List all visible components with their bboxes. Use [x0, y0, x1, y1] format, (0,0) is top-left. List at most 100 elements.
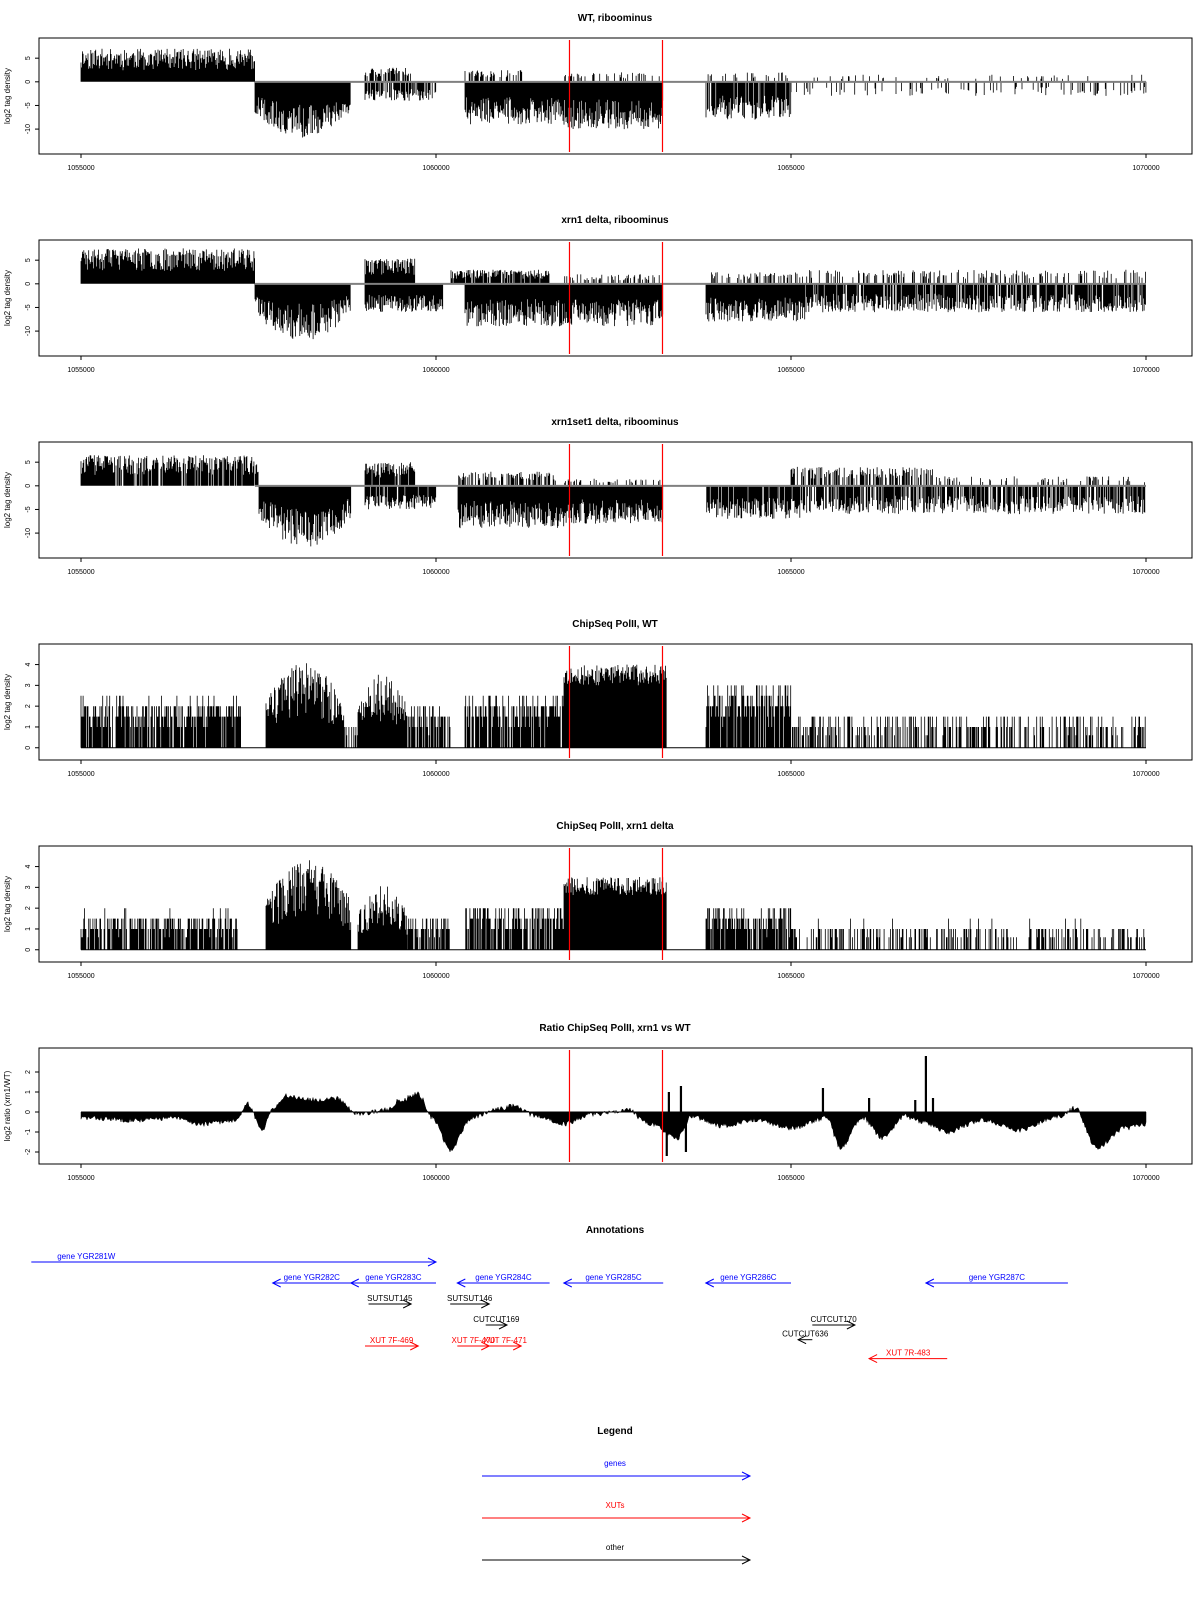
y-tick-label: -1: [25, 1129, 32, 1135]
bar-series-region-9: [792, 716, 1146, 748]
y-tick-label: 5: [25, 460, 32, 464]
bar-series-region-2: [265, 860, 352, 950]
bar-series-region-6: [563, 877, 667, 950]
plot-frame: [38, 643, 1193, 761]
bar-series-region-1: [80, 48, 255, 82]
x-tick-label: 1065000: [777, 771, 804, 778]
feature-label: CUTCUT169: [473, 1315, 520, 1324]
bar-series-region-4: [364, 81, 437, 101]
arrowhead-right-icon: [427, 1257, 438, 1267]
arrowhead-right-icon: [402, 1299, 413, 1309]
track-title: WT, riboominus: [578, 13, 653, 24]
feature-label: gene YGR283C: [365, 1273, 422, 1282]
arrowhead-right-icon: [410, 1341, 420, 1351]
bar-series-region-11: [806, 485, 1146, 515]
arrowhead-left-icon: [924, 1278, 935, 1288]
y-tick-label: 0: [25, 948, 32, 952]
legend-item-label: other: [606, 1543, 625, 1552]
x-tick-label: 1065000: [777, 569, 804, 576]
bar-series-region-1: [80, 908, 238, 950]
plot-frame: [38, 1047, 1193, 1165]
track-title: ChipSeq PolII, xrn1 delta: [556, 821, 674, 832]
track-panel-4: ChipSeq PolII, WT log2 tag density 0 1 2 3 4 10…: [3, 619, 1193, 778]
x-tick-label: 1055000: [67, 165, 94, 172]
feature-label: gene YGR287C: [969, 1273, 1026, 1282]
plot-frame: [38, 845, 1193, 963]
y-tick-label: 0: [25, 80, 32, 84]
bar-series-region-11: [790, 81, 1147, 96]
bar-series-region-3: [364, 462, 416, 486]
x-tick-label: 1065000: [777, 973, 804, 980]
legend-title: Legend: [597, 1426, 633, 1437]
y-tick-label: -10: [25, 326, 32, 336]
legend-item: other: [482, 1543, 752, 1565]
bar-series-region-5: [464, 70, 523, 82]
x-tick-label: 1055000: [67, 367, 94, 374]
x-tick-label: 1065000: [777, 367, 804, 374]
bar-series-region-2: [265, 663, 345, 748]
legend-item: XUTs: [482, 1501, 752, 1523]
x-tick-label: 1055000: [67, 771, 94, 778]
feature-label: gene YGR286C: [720, 1273, 777, 1282]
feature-label: XUT 7F-470: [452, 1336, 496, 1345]
bar-series-region-10: [790, 466, 933, 486]
bar-series-region-6: [464, 695, 565, 748]
track-panel-2: xrn1 delta, riboominus log2 tag density 5 0…: [3, 215, 1193, 374]
bar-series-region-9: [705, 283, 806, 322]
bar-series-region-4: [364, 485, 437, 510]
annotation-xut: XUT 7R-483: [867, 1349, 948, 1364]
y-tick-label: 1: [25, 927, 32, 931]
annotations-panel: Annotations gene YGR281W gene YGR282C gene …: [31, 1225, 1068, 1364]
y-tick-label: 2: [25, 704, 32, 708]
bar-series-region-12: [936, 476, 1145, 486]
arrowhead-left-icon: [456, 1278, 466, 1288]
y-tick-label: 2: [25, 906, 32, 910]
y-axis-label: log2 tag density: [3, 674, 12, 730]
bar-series-region-3: [357, 886, 408, 950]
feature-label: CUTCUT636: [782, 1330, 829, 1339]
x-tick-label: 1055000: [67, 973, 94, 980]
arrowhead-left-icon: [349, 1278, 360, 1288]
bar-series-region-9: [705, 81, 792, 120]
x-tick-label: 1055000: [67, 1175, 94, 1182]
y-tick-label: 4: [25, 663, 32, 667]
legend-panel: Legend genes XUTs other: [482, 1426, 752, 1565]
y-tick-label: 5: [25, 258, 32, 262]
y-tick-label: -10: [25, 124, 32, 134]
feature-label: SUTSUT146: [447, 1294, 493, 1303]
x-tick-label: 1060000: [422, 165, 449, 172]
legend-item: genes: [482, 1459, 752, 1481]
y-tick-label: 1: [25, 1090, 32, 1094]
arrowhead-left-icon: [704, 1278, 715, 1288]
arrowhead-right-icon: [741, 1555, 752, 1565]
x-tick-label: 1070000: [1132, 1175, 1159, 1182]
y-axis-label: log2 tag density: [3, 876, 12, 932]
x-tick-label: 1060000: [422, 1175, 449, 1182]
bar-series-region-3: [344, 727, 358, 748]
track-panel-1: WT, riboominus log2 tag density 5 0 -5 -10 105…: [3, 13, 1193, 172]
bar-series-region-8: [705, 685, 792, 748]
annotation-gene: gene YGR282C: [271, 1273, 351, 1288]
track-title: xrn1 delta, riboominus: [561, 215, 669, 226]
legend-item-label: XUTs: [605, 1501, 624, 1510]
bar-series-region-7: [563, 283, 664, 327]
bar-series-region-4: [364, 283, 444, 312]
x-tick-label: 1060000: [422, 973, 449, 980]
annotation-other: CUTCUT170: [810, 1315, 857, 1330]
bar-series-region-12: [806, 269, 1146, 284]
bar-series-region-5: [450, 269, 550, 284]
track-title: Ratio ChipSeq PolII, xrn1 vs WT: [539, 1023, 690, 1034]
track-title: xrn1set1 delta, riboominus: [551, 417, 679, 428]
bar-series-region-3: [364, 258, 416, 284]
bar-series-region-5: [458, 471, 556, 486]
y-axis-label: log2 tag density: [3, 472, 12, 528]
y-tick-label: 5: [25, 56, 32, 60]
feature-label: gene YGR284C: [475, 1273, 532, 1282]
bar-series-region-7: [563, 485, 664, 524]
y-tick-label: 2: [25, 1070, 32, 1074]
arrowhead-left-icon: [271, 1278, 281, 1288]
x-tick-label: 1060000: [422, 771, 449, 778]
bar-series-region-1: [80, 695, 241, 748]
track-panel-3: xrn1set1 delta, riboominus log2 tag densi…: [3, 417, 1193, 576]
